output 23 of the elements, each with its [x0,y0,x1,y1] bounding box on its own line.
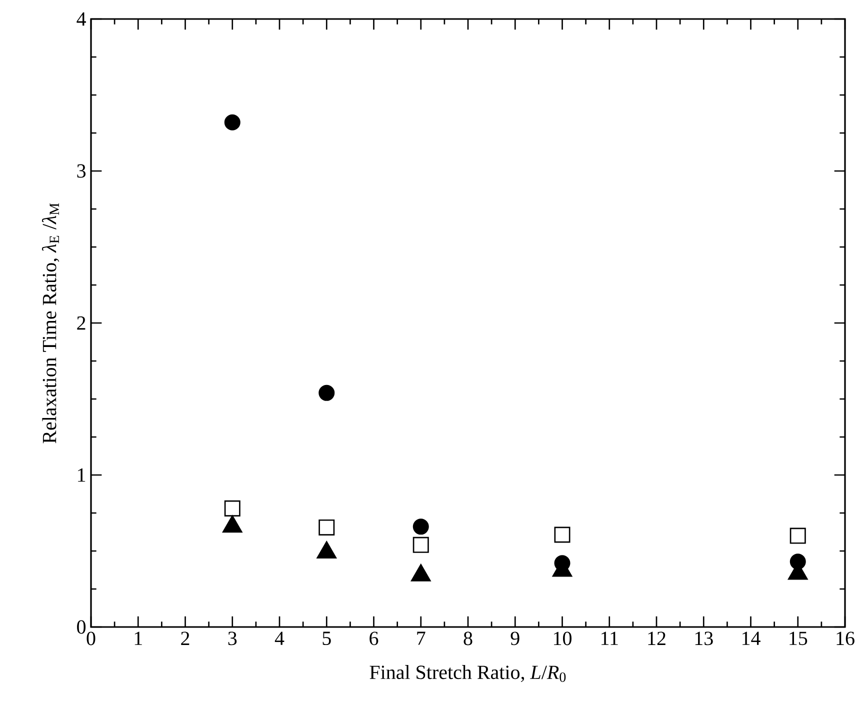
x-tick-label: 2 [181,632,190,645]
x-tick-label: 10 [554,632,572,646]
x-tick-label: 1 [134,632,142,645]
x-tick-label: 4 [274,632,284,645]
x-tick-label: 5 [322,632,331,645]
y-tick-label: 2 [77,316,86,330]
x-tick-label: 9 [510,632,520,646]
y-tick-label: 1 [78,468,86,482]
x-tick-label: 14 [742,632,760,645]
y-tick-label: 3 [77,164,86,178]
x-tick-label: 8 [464,632,472,646]
x-tick-label: 0 [86,632,96,646]
x-tick-label: 11 [602,632,618,645]
x-tick-label: 3 [228,632,237,646]
y-tick-label: 0 [77,620,86,634]
x-tick-label: 13 [695,632,713,646]
x-tick-label: 16 [836,632,854,646]
x-tick-label: 15 [790,632,808,646]
x-tick-label: 12 [648,632,666,645]
x-axis-title: Final Stretch Ratio, L/R$_{0}$ [370,665,566,682]
x-tick-label: 7 [417,632,426,645]
y-tick-label: 4 [76,12,86,26]
x-tick-label: 6 [370,632,378,646]
